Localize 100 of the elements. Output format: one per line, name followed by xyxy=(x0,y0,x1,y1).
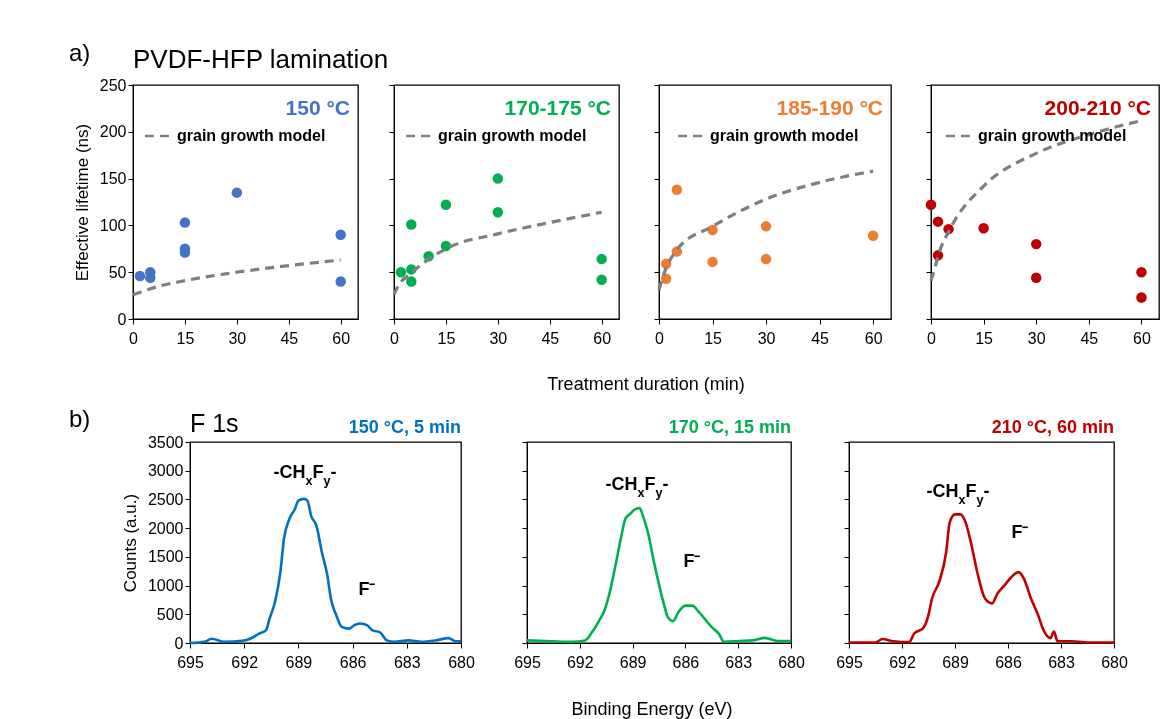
chart-subtitle: 210 °C, 60 min xyxy=(991,417,1114,437)
x-tick-label: 30 xyxy=(757,329,776,347)
point xyxy=(134,270,146,282)
x-tick-label: 0 xyxy=(129,329,139,347)
x-tick-label: 692 xyxy=(231,653,259,671)
point xyxy=(395,266,407,278)
x-tick-label: 15 xyxy=(176,329,195,347)
point xyxy=(1030,238,1042,250)
y-tick-label: 2500 xyxy=(147,490,184,508)
legend-label: grain growth model xyxy=(177,127,326,144)
chart-subtitle: 170 °C, 15 min xyxy=(668,417,791,437)
y-tick-label: 250 xyxy=(99,76,127,94)
x-tick-label: 680 xyxy=(448,653,475,671)
point xyxy=(596,253,607,265)
point xyxy=(760,253,772,265)
x-tick-label: 683 xyxy=(725,653,753,671)
x-tick-label: 680 xyxy=(778,653,805,671)
x-tick-label: 686 xyxy=(672,653,700,671)
point xyxy=(1030,272,1042,284)
x-axis-title: Treatment duration (min) xyxy=(547,374,745,394)
x-tick-label: 686 xyxy=(995,653,1022,671)
text: 185-190 °C xyxy=(776,96,883,119)
x-tick-label: 689 xyxy=(619,653,647,671)
text: 150 °C xyxy=(285,96,350,119)
x-tick-label: 45 xyxy=(811,329,830,347)
annotation: -CH$_{x}$F$_{y}$- xyxy=(926,481,990,507)
x-tick-label: 692 xyxy=(566,653,594,671)
point xyxy=(179,217,191,228)
y-tick-label: 1500 xyxy=(147,548,184,566)
point xyxy=(925,199,937,211)
text: 170-175 °C xyxy=(504,96,611,119)
x-tick-label: 15 xyxy=(437,329,456,347)
x-tick-label: 680 xyxy=(1101,653,1128,671)
x-tick-label: 0 xyxy=(390,329,400,347)
text: b) xyxy=(69,405,91,432)
x-tick-label: 60 xyxy=(864,329,883,347)
y-tick-label: 200 xyxy=(99,123,127,141)
y-tick-label: 150 xyxy=(99,170,127,188)
x-tick-label: 695 xyxy=(836,653,863,671)
x-axis-title: Binding Energy (eV) xyxy=(571,699,733,719)
x-tick-label: 695 xyxy=(177,653,204,671)
x-tick-label: 60 xyxy=(593,329,612,347)
x-tick-label: 683 xyxy=(1048,653,1075,671)
point xyxy=(978,222,989,234)
x-tick-label: 686 xyxy=(339,653,367,671)
x-tick-label: 695 xyxy=(514,653,541,671)
annotation: F⁻ xyxy=(358,579,376,599)
y-axis-title: Effective lifetime (ns) xyxy=(72,123,92,282)
y-tick-label: 0 xyxy=(174,634,184,652)
x-tick-label: 30 xyxy=(1027,329,1046,347)
point xyxy=(1136,292,1147,303)
x-tick-label: 683 xyxy=(393,653,421,671)
x-tick-label: 45 xyxy=(1080,329,1099,347)
legend-label: grain growth model xyxy=(710,127,859,144)
x-tick-label: 45 xyxy=(280,329,299,347)
x-tick-label: 689 xyxy=(942,653,969,671)
point xyxy=(335,276,346,287)
point xyxy=(406,276,417,287)
annotation: F⁻ xyxy=(683,551,701,571)
text: 200-210 °C xyxy=(1044,96,1151,119)
x-tick-label: 30 xyxy=(228,329,247,347)
x-tick-label: 15 xyxy=(975,329,994,347)
y-tick-label: 1000 xyxy=(147,577,184,595)
y-tick-label: 100 xyxy=(99,216,127,234)
point xyxy=(1136,266,1147,278)
chart-title: F 1s xyxy=(190,409,239,437)
chart-title: PVDF-HFP lamination xyxy=(133,44,389,74)
legend-label: grain growth model xyxy=(438,127,587,144)
y-tick-label: 0 xyxy=(117,310,127,328)
line-series xyxy=(131,258,343,297)
x-tick-label: 692 xyxy=(889,653,916,671)
point xyxy=(660,273,672,284)
y-tick-label: 2000 xyxy=(147,519,184,537)
point xyxy=(492,207,504,218)
x-tick-label: 0 xyxy=(655,329,665,347)
annotation: F⁻ xyxy=(1011,522,1029,542)
y-tick-label: 500 xyxy=(156,605,184,623)
point xyxy=(707,256,718,268)
x-tick-label: 45 xyxy=(541,329,560,347)
y-tick-label: 3500 xyxy=(147,433,184,451)
point xyxy=(492,173,504,184)
y-tick-label: 50 xyxy=(108,263,127,281)
point xyxy=(932,216,944,227)
point xyxy=(596,274,607,285)
x-tick-label: 30 xyxy=(489,329,508,347)
point xyxy=(867,230,879,241)
point xyxy=(671,184,683,196)
point xyxy=(760,221,772,232)
point xyxy=(335,229,346,240)
point xyxy=(440,199,452,211)
point xyxy=(231,187,243,198)
text: a) xyxy=(69,39,91,66)
point xyxy=(406,219,417,230)
x-tick-label: 15 xyxy=(704,329,723,347)
y-axis-title: Counts (a.u.) xyxy=(120,493,140,593)
x-tick-label: 60 xyxy=(332,329,351,347)
x-tick-label: 689 xyxy=(285,653,313,671)
annotation: -CH$_{x}$F$_{y}$- xyxy=(273,462,337,488)
y-tick-label: 3000 xyxy=(147,462,184,480)
chart-subtitle: 150 °C, 5 min xyxy=(348,417,461,437)
